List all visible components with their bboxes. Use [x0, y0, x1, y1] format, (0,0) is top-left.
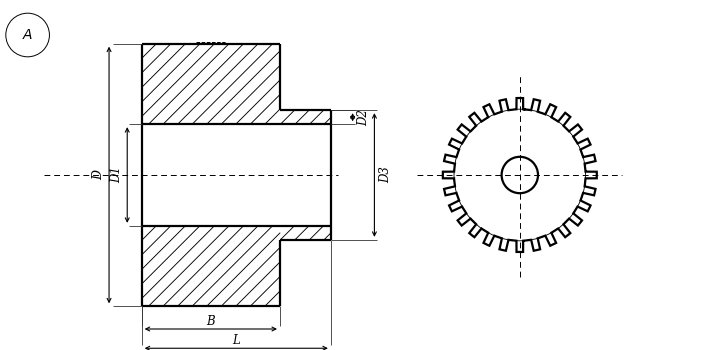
- Text: L: L: [233, 334, 240, 347]
- Text: D2: D2: [357, 109, 370, 126]
- Text: D: D: [92, 170, 105, 180]
- Text: D3: D3: [379, 167, 392, 183]
- Text: A: A: [23, 28, 33, 42]
- Text: B: B: [206, 315, 215, 328]
- Text: D1: D1: [110, 167, 123, 183]
